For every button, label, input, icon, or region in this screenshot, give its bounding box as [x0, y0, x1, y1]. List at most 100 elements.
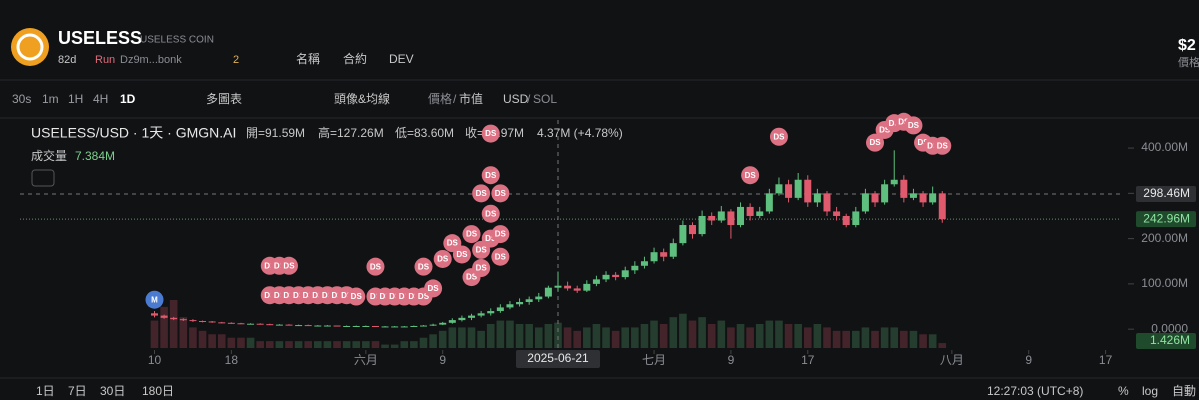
volume-bar: [794, 324, 802, 348]
candle-body: [669, 243, 677, 257]
trade-marker-label: DS: [773, 132, 785, 141]
candle-body: [583, 283, 591, 291]
volume-bar: [275, 341, 284, 348]
volume-bar: [573, 330, 582, 348]
last-volume-box: [1136, 333, 1196, 349]
sol-toggle[interactable]: SOL: [533, 92, 557, 106]
candle-body: [564, 285, 572, 289]
price-toggle[interactable]: 價格: [428, 91, 452, 106]
trade-marker-label: DS: [908, 121, 920, 130]
volume-bar: [909, 330, 918, 348]
percent-toggle[interactable]: %: [1118, 384, 1129, 398]
volume-bar: [506, 320, 514, 348]
trade-marker-label: DS: [495, 189, 507, 198]
candle-body: [199, 321, 207, 323]
mcap-toggle[interactable]: 市值: [459, 91, 483, 106]
trade-marker-label: DS: [341, 291, 353, 300]
search-contract[interactable]: 合約: [343, 51, 367, 66]
range[interactable]: 7日: [68, 384, 87, 398]
volume-bar: [515, 324, 524, 348]
trade-marker-label: DS: [485, 209, 497, 218]
candle-body: [746, 206, 754, 216]
volume-bar: [871, 330, 879, 348]
volume-bar: [746, 327, 754, 348]
collapse-button[interactable]: [31, 169, 55, 187]
range[interactable]: 1日: [36, 384, 55, 398]
trade-marker: [904, 116, 923, 135]
candle-body: [496, 307, 504, 312]
candle-body: [909, 193, 917, 198]
candle-body: [765, 193, 773, 212]
interval[interactable]: 1m: [42, 92, 59, 106]
token-logo-mark: [16, 33, 44, 61]
candle-body: [881, 184, 889, 203]
x-tick-label: 六月: [354, 353, 378, 367]
volume-bar: [938, 343, 947, 348]
interval[interactable]: 1H: [68, 92, 83, 106]
trade-marker: [472, 184, 491, 203]
trade-marker: [491, 184, 510, 203]
range[interactable]: 30日: [100, 384, 125, 398]
usd-toggle[interactable]: USD: [503, 92, 529, 106]
legend-change: 4.37M (+4.78%): [537, 126, 623, 140]
trade-marker-label: DS: [879, 126, 891, 135]
candle-body: [919, 193, 927, 203]
candle-body: [708, 215, 716, 221]
volume-bar: [477, 330, 485, 348]
clock: 12:27:03 (UTC+8): [987, 384, 1083, 398]
candle-body: [468, 315, 476, 318]
candle-body: [900, 179, 908, 198]
candle-body: [688, 225, 696, 235]
trade-marker-label: DS: [937, 141, 949, 150]
trade-marker: [279, 256, 298, 275]
volume-bar: [189, 327, 197, 348]
volume-bar: [669, 317, 678, 348]
trade-marker-label: DS: [283, 291, 295, 300]
interval[interactable]: 4H: [93, 92, 108, 106]
range[interactable]: 180日: [142, 384, 174, 398]
price-caption: 價格: [1178, 55, 1199, 69]
volume-bar: [314, 341, 322, 348]
x-tick-label: 七月: [642, 353, 666, 367]
indicators[interactable]: 頭像&均線: [334, 91, 390, 106]
candle-body: [535, 296, 543, 300]
candle-body: [833, 211, 841, 216]
candle-body: [429, 324, 437, 326]
volume-bar: [410, 341, 418, 348]
trade-marker-label: DS: [495, 252, 507, 261]
interval[interactable]: 1D: [120, 92, 136, 106]
search-name[interactable]: 名稱: [296, 51, 320, 66]
candle-body: [285, 324, 293, 326]
volume-bar: [362, 341, 370, 348]
trade-marker-label: DS: [889, 119, 901, 128]
trade-marker-label: DS: [312, 291, 324, 300]
volume-bar: [583, 327, 591, 348]
trade-marker-label: DS: [466, 273, 478, 282]
run-tag: Run: [95, 54, 115, 66]
trade-marker-label: DS: [408, 292, 420, 301]
multi-chart[interactable]: 多圖表: [206, 92, 242, 106]
candle-body: [631, 265, 639, 271]
candle-body: [650, 252, 658, 262]
interval[interactable]: 30s: [12, 92, 31, 106]
x-tick-label: 9: [1025, 353, 1032, 367]
volume-bar: [688, 320, 697, 348]
candle-body: [842, 215, 850, 226]
trade-marker-label: DS: [351, 292, 363, 301]
log-toggle[interactable]: log: [1142, 384, 1158, 398]
candle-body: [400, 326, 408, 328]
trade-marker-label: DS: [418, 262, 430, 271]
volume-bar: [217, 334, 226, 348]
trade-marker-label: DS: [322, 291, 334, 300]
volume-bar: [928, 334, 937, 348]
search-dev[interactable]: DEV: [389, 52, 414, 66]
candle-body: [448, 320, 456, 323]
auto-toggle[interactable]: 自動: [1172, 384, 1196, 398]
volume-bar: [880, 327, 889, 348]
last-price-box: [1136, 211, 1196, 228]
trade-marker-label: DS: [485, 234, 497, 243]
volume-bar: [419, 337, 428, 348]
candle-body: [323, 325, 331, 327]
candle-body: [573, 288, 581, 291]
volume-bar: [602, 327, 610, 348]
